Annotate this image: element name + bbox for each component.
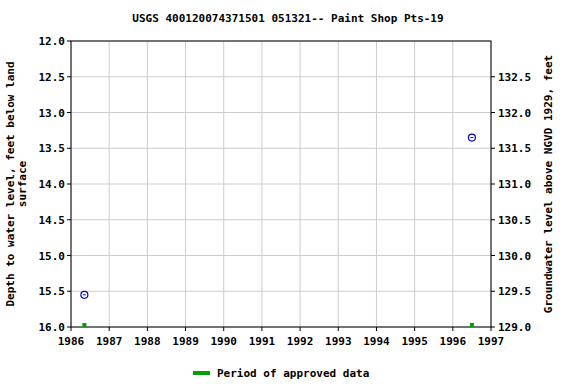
y2-axis-label: Groundwater level above NGVD 1929, feet [542,55,555,313]
grid [71,41,491,327]
point [81,291,88,298]
y2-tick-label: 131.0 [498,178,531,191]
y-tick-label: 12.0 [39,35,66,48]
y2-tick-label: 130.0 [498,250,531,263]
point-center [470,137,473,138]
approved-marker [82,323,86,327]
x-tick-label: 1996 [440,335,467,348]
y-tick-label: 12.5 [39,71,66,84]
y-tick-label: 15.5 [39,285,66,298]
grid-line [71,255,491,256]
point-center [83,294,86,295]
legend-label: Period of approved data [217,367,369,380]
tick [491,184,495,185]
tick [67,255,71,256]
grid-line [71,219,491,220]
y2-tick-label: 132.5 [498,71,531,84]
tick [338,327,339,331]
tick [491,327,495,328]
y2-tick-label: 132.0 [498,107,531,120]
y-axis-label: surface [16,160,29,207]
legend-swatch [193,371,210,375]
tick [147,327,148,331]
x-tick-label: 1988 [134,335,161,348]
tick [109,327,110,331]
tick [491,112,495,113]
y2-tick-label: 129.5 [498,285,531,298]
tick [376,327,377,331]
tick [67,219,71,220]
x-tick-label: 1990 [210,335,237,348]
tick [71,327,72,331]
tick [491,255,495,256]
grid-line [71,112,491,113]
tick [67,148,71,149]
tick [67,291,71,292]
chart: USGS 400120074371501 051321-- Paint Shop… [0,0,576,384]
y-tick-label: 13.0 [39,107,66,120]
tick [67,41,71,42]
tick [491,76,495,77]
tick [491,327,492,331]
x-tick-label: 1993 [325,335,352,348]
y-tick-label: 14.0 [39,178,66,191]
y2-tick-label: 131.5 [498,142,531,155]
tick [67,327,71,328]
x-tick-label: 1994 [363,335,390,348]
y2-tick-label: 129.0 [498,321,531,334]
x-tick-label: 1995 [401,335,428,348]
y2-tick-label: 130.5 [498,214,531,227]
grid-line [71,291,491,292]
point [468,134,475,141]
tick [223,327,224,331]
y-tick-label: 13.5 [39,142,66,155]
tick [491,291,495,292]
x-tick-label: 1997 [478,335,505,348]
grid-line [71,148,491,149]
tick [452,327,453,331]
grid-line [71,76,491,77]
y-tick-label: 15.0 [39,250,66,263]
tick [300,327,301,331]
x-tick-label: 1986 [58,335,85,348]
x-tick-label: 1989 [172,335,199,348]
tick [491,148,495,149]
tick [185,327,186,331]
title: USGS 400120074371501 051321-- Paint Shop… [132,12,443,25]
grid-line [71,184,491,185]
x-tick-label: 1991 [249,335,276,348]
x-tick-label: 1987 [96,335,123,348]
tick [261,327,262,331]
tick [491,219,495,220]
y-tick-label: 16.0 [39,321,66,334]
tick [67,184,71,185]
tick [67,76,71,77]
approved-marker [470,323,474,327]
x-tick-label: 1992 [287,335,314,348]
plot-frame [71,41,491,327]
tick [414,327,415,331]
data [81,134,476,327]
tick [67,112,71,113]
y-tick-label: 14.5 [39,214,66,227]
